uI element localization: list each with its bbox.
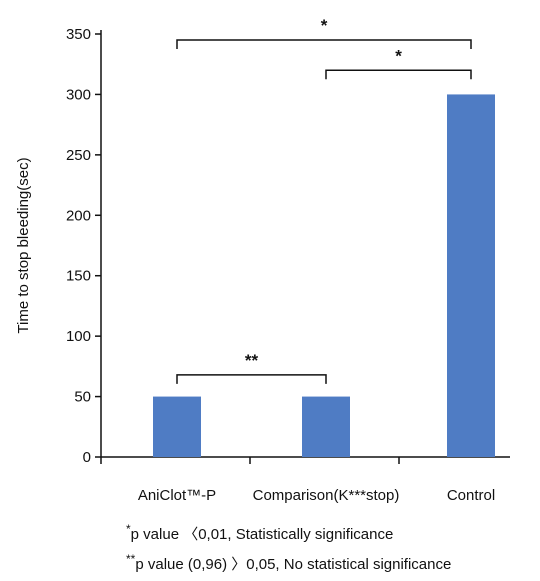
bar xyxy=(153,396,201,457)
y-tick-label: 300 xyxy=(66,86,91,103)
bar xyxy=(447,94,495,457)
y-tick-label: 200 xyxy=(66,207,91,224)
significance-label: * xyxy=(395,46,402,65)
y-tick-label: 0 xyxy=(83,449,91,466)
x-axis: AniClot™-P Comparison(K***stop) Control xyxy=(100,456,510,504)
footnote-2-text: p value (0,96) 〉0,05, No statistical sig… xyxy=(135,556,452,573)
bar-chart: 0 50 100 150 200 250 300 350 AniClot™-P Comparis… xyxy=(15,16,510,504)
y-axis: 0 50 100 150 200 250 300 350 xyxy=(66,26,102,466)
footnote-2-mark: ** xyxy=(126,552,136,566)
significance-bracket xyxy=(176,39,472,50)
significance-brackets: **** xyxy=(176,16,472,384)
y-tick-label: 50 xyxy=(74,389,91,406)
bars xyxy=(153,94,495,457)
y-tick-label: 100 xyxy=(66,328,91,345)
footnote-2: **p value (0,96) 〉0,05, No statistical s… xyxy=(126,552,451,574)
significance-bracket xyxy=(176,374,327,384)
x-tick-label: Comparison(K***stop) xyxy=(253,487,400,504)
y-tick-label: 350 xyxy=(66,26,91,43)
footnote-1-mark: * xyxy=(126,522,131,536)
x-tick-label: Control xyxy=(447,487,495,504)
y-tick-label: 150 xyxy=(66,268,91,285)
y-tick-label: 250 xyxy=(66,147,91,164)
significance-label: * xyxy=(321,16,328,35)
bar xyxy=(302,396,350,457)
significance-label: ** xyxy=(245,351,259,370)
footnote-1-text: p value 〈0,01, Statistically significanc… xyxy=(130,526,394,543)
y-axis-title: Time to stop bleeding(sec) xyxy=(15,157,32,333)
x-tick-label: AniClot™-P xyxy=(138,487,216,504)
significance-bracket xyxy=(325,69,472,80)
footnote-1: *p value 〈0,01, Statistically significan… xyxy=(126,522,393,544)
